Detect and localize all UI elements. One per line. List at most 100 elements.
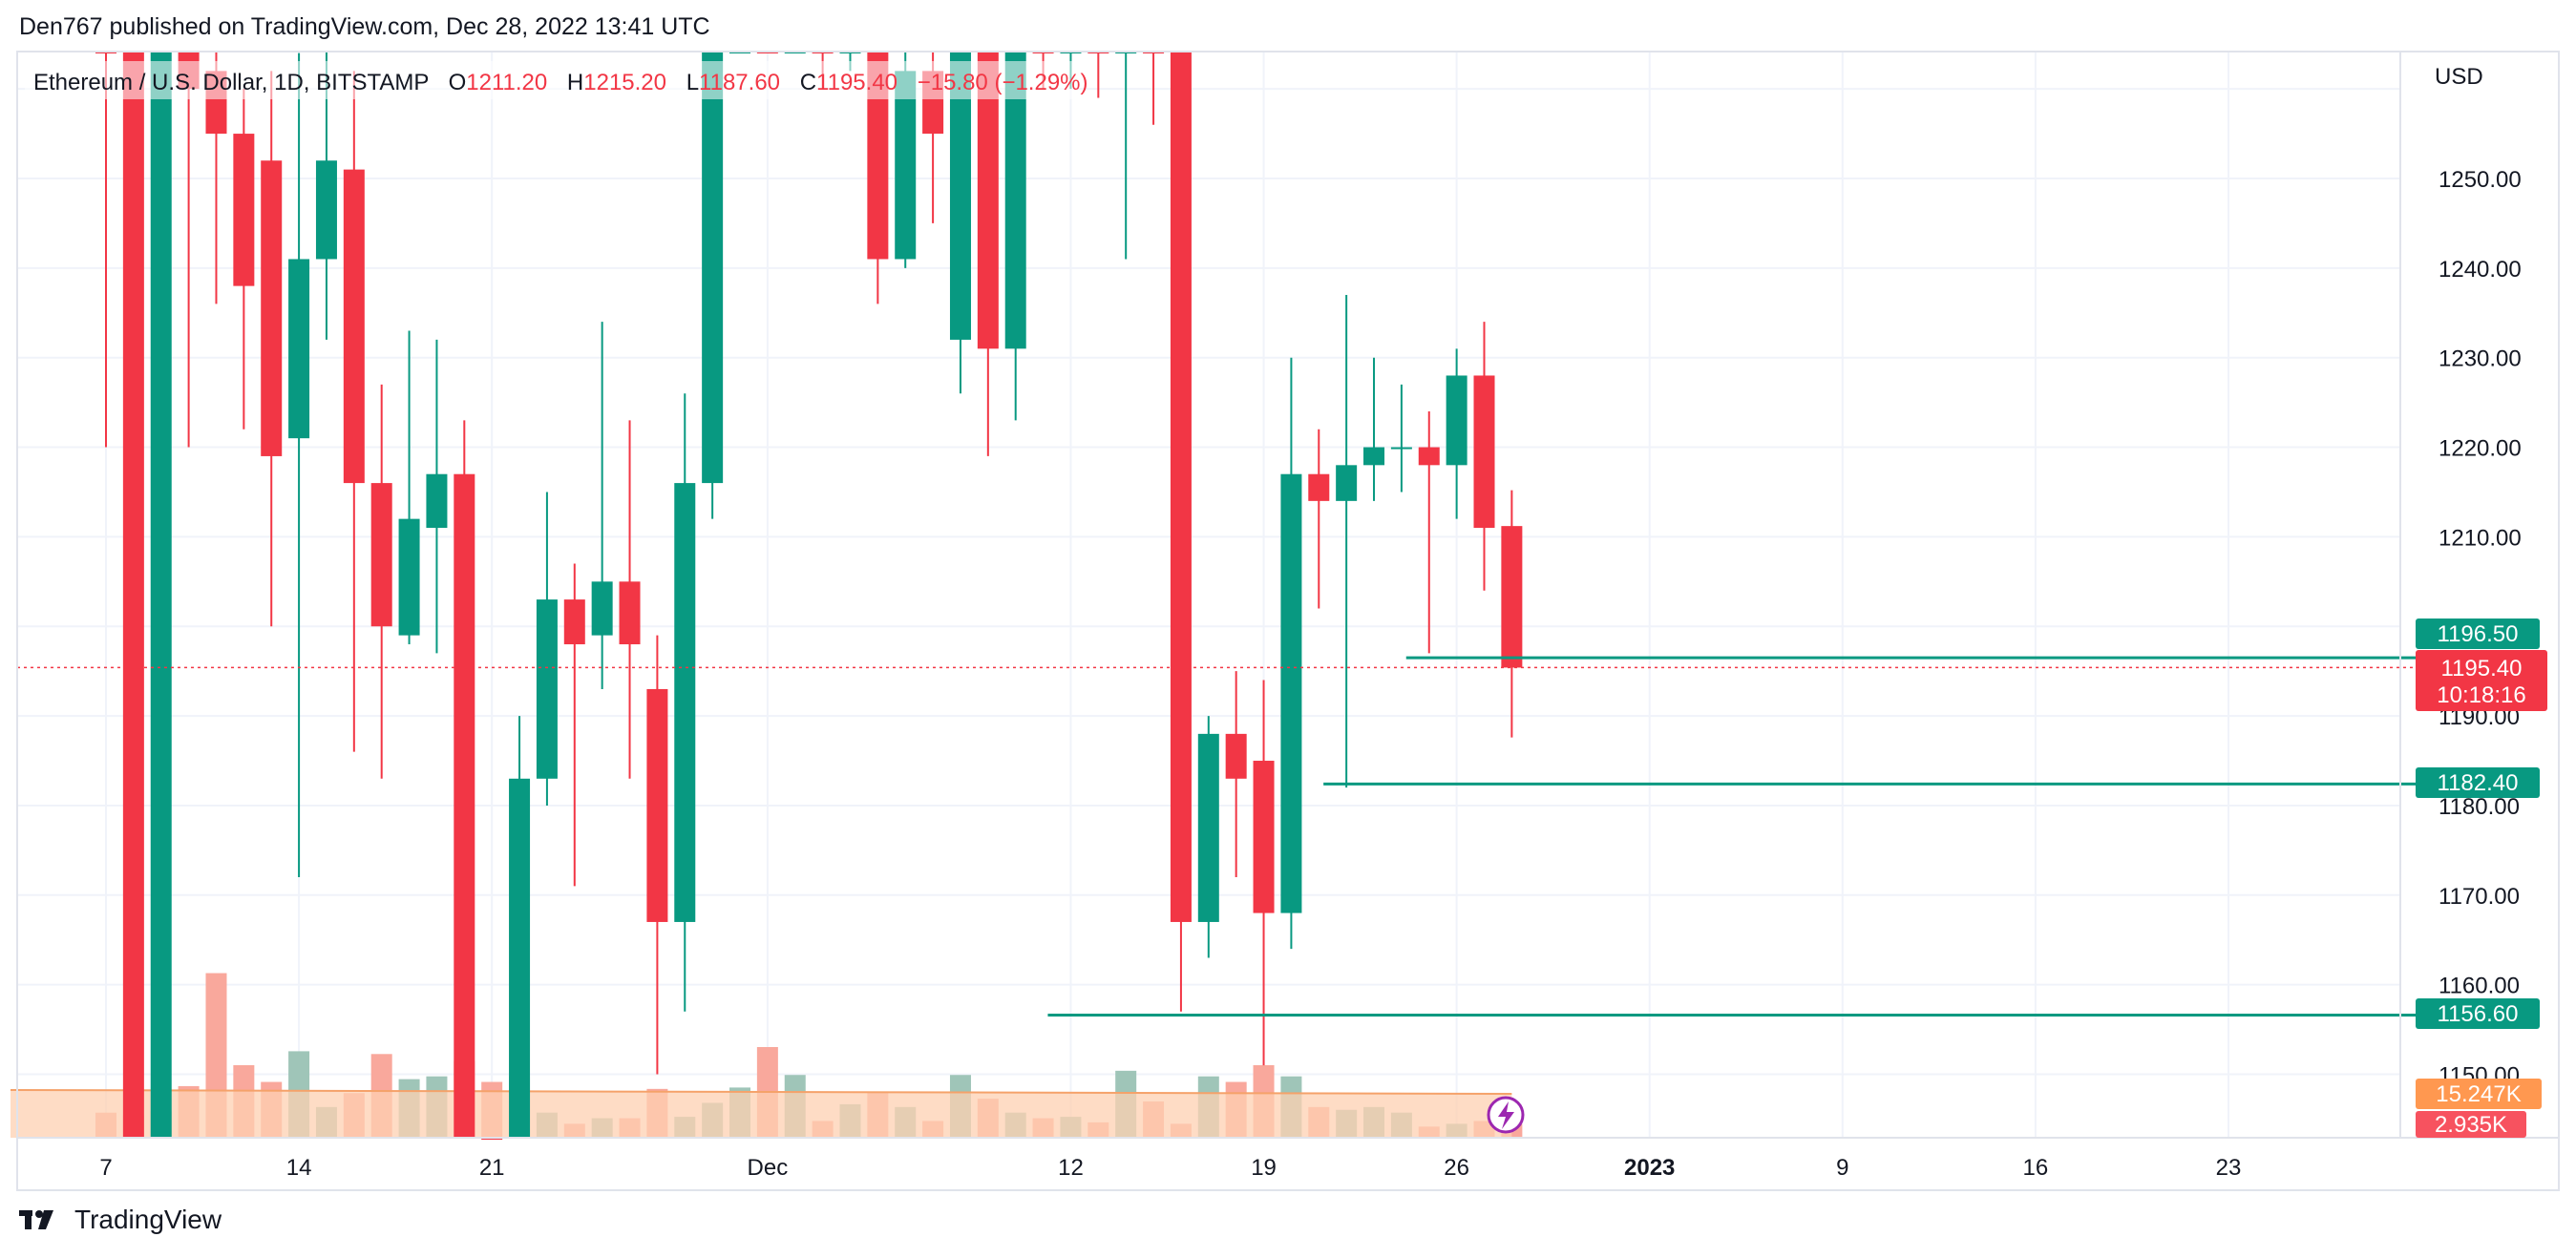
candle-body: [398, 518, 420, 636]
candle: [233, 89, 255, 430]
candle-body: [454, 473, 475, 1139]
price-tick-label: 1180.00: [2439, 794, 2520, 820]
candle-body: [1170, 52, 1192, 922]
candle-body: [1197, 733, 1219, 922]
svg-text:1196.50: 1196.50: [2438, 621, 2519, 647]
svg-text:15.247K: 15.247K: [2436, 1081, 2521, 1107]
candle: [1170, 52, 1192, 1012]
candle: [646, 635, 668, 1075]
countdown: 10:18:16: [2437, 682, 2525, 708]
tradingview-logo[interactable]: TradingView: [19, 1205, 222, 1235]
candle-body: [261, 160, 283, 456]
candle: [509, 716, 531, 1138]
time-tick-label: 7: [99, 1155, 112, 1181]
legend-close-value: 1195.40: [816, 70, 897, 95]
volume-ma-area: [10, 1089, 1512, 1138]
candle: [1473, 322, 1495, 591]
lightning-icon[interactable]: [1487, 1096, 1525, 1134]
volume-ma-label: 15.247K: [2416, 1079, 2542, 1109]
candle: [454, 420, 475, 1139]
volume-ma-fill: [11, 1090, 1512, 1138]
candle: [1418, 411, 1440, 654]
candle-body: [702, 52, 724, 484]
candle: [1087, 52, 1109, 98]
currency-label: USD: [2435, 64, 2483, 90]
tradingview-logo-icon: [19, 1210, 53, 1229]
legend-change: −15.80 (−1.29%): [918, 70, 1088, 95]
time-tick-label: 19: [1251, 1155, 1277, 1181]
candle-body: [1446, 375, 1467, 466]
candle: [563, 563, 585, 887]
candle: [674, 393, 696, 1012]
candle: [1336, 295, 1358, 788]
candle: [426, 339, 448, 654]
candle: [1501, 490, 1523, 738]
candle-body: [619, 581, 641, 645]
svg-text:1182.40: 1182.40: [2438, 770, 2519, 796]
candle-body: [895, 71, 917, 260]
publisher-line: Den767 published on TradingView.com, Dec…: [19, 13, 710, 40]
price-tick-label: 1210.00: [2439, 525, 2522, 551]
legend-close-label: C: [800, 70, 816, 95]
candle: [122, 52, 144, 1138]
candle: [315, 52, 337, 340]
time-tick-label: 12: [1058, 1155, 1084, 1181]
time-tick-label: 26: [1444, 1155, 1469, 1181]
candle-body: [1418, 447, 1440, 466]
candle: [1225, 671, 1247, 878]
candle-body: [509, 778, 531, 1138]
candle: [702, 52, 724, 519]
candle: [1390, 384, 1412, 493]
legend-high-value: 1215.20: [583, 70, 666, 95]
candle: [370, 384, 392, 779]
chart-border: [16, 51, 2560, 1191]
level-label-2: 1182.40: [2416, 767, 2540, 798]
candle: [1280, 357, 1302, 950]
current-price-label: 1195.40 10:18:16: [2416, 650, 2547, 711]
level-label-3: 1156.60: [2416, 998, 2540, 1029]
candle: [536, 492, 558, 806]
time-tick-label: Dec: [748, 1155, 789, 1181]
candle: [1197, 716, 1219, 958]
level-label-1: 1196.50: [2416, 619, 2540, 649]
candle-body: [1501, 526, 1523, 668]
candle: [261, 71, 283, 627]
candlesticks: [95, 52, 1523, 1140]
time-tick-label: 16: [2023, 1155, 2049, 1181]
svg-text:2.935K: 2.935K: [2435, 1112, 2507, 1138]
candle-body: [949, 52, 971, 340]
candle-body: [1225, 733, 1247, 779]
candle-body: [1390, 447, 1412, 450]
legend-open-value: 1211.20: [466, 70, 547, 95]
candle-body: [426, 473, 448, 529]
price-tick-label: 1170.00: [2439, 884, 2520, 910]
candle-body: [867, 52, 889, 260]
candle: [1115, 52, 1137, 260]
candle: [619, 420, 641, 779]
time-tick-label: 21: [479, 1155, 505, 1181]
horizontal-levels: [1047, 656, 2416, 1017]
candle-body: [1473, 375, 1495, 529]
candle: [288, 52, 310, 878]
candle: [977, 52, 999, 456]
time-tick-label: 9: [1836, 1155, 1848, 1181]
candle: [95, 52, 116, 448]
candle-body: [1336, 465, 1358, 501]
candle-body: [122, 52, 144, 1138]
price-tick-label: 1220.00: [2439, 436, 2522, 462]
price-axis-ticks: 1250.001240.001230.001220.001210.001190.…: [2439, 167, 2522, 1089]
time-tick-label: 14: [286, 1155, 312, 1181]
candle: [1308, 429, 1330, 609]
candle-body: [1280, 473, 1302, 913]
candle-body: [1308, 473, 1330, 501]
candle-body: [343, 169, 365, 484]
time-tick-label: 23: [2216, 1155, 2242, 1181]
volume-label: 2.935K: [2416, 1111, 2526, 1138]
candle: [949, 52, 971, 394]
time-axis-ticks: 7 14 21 Dec 12 19 26 2023 9 16 23: [99, 1155, 2241, 1181]
candle-body: [563, 599, 585, 645]
candle-body: [288, 259, 310, 439]
brand-name: TradingView: [74, 1205, 222, 1234]
chart-grid: [17, 52, 2400, 1138]
